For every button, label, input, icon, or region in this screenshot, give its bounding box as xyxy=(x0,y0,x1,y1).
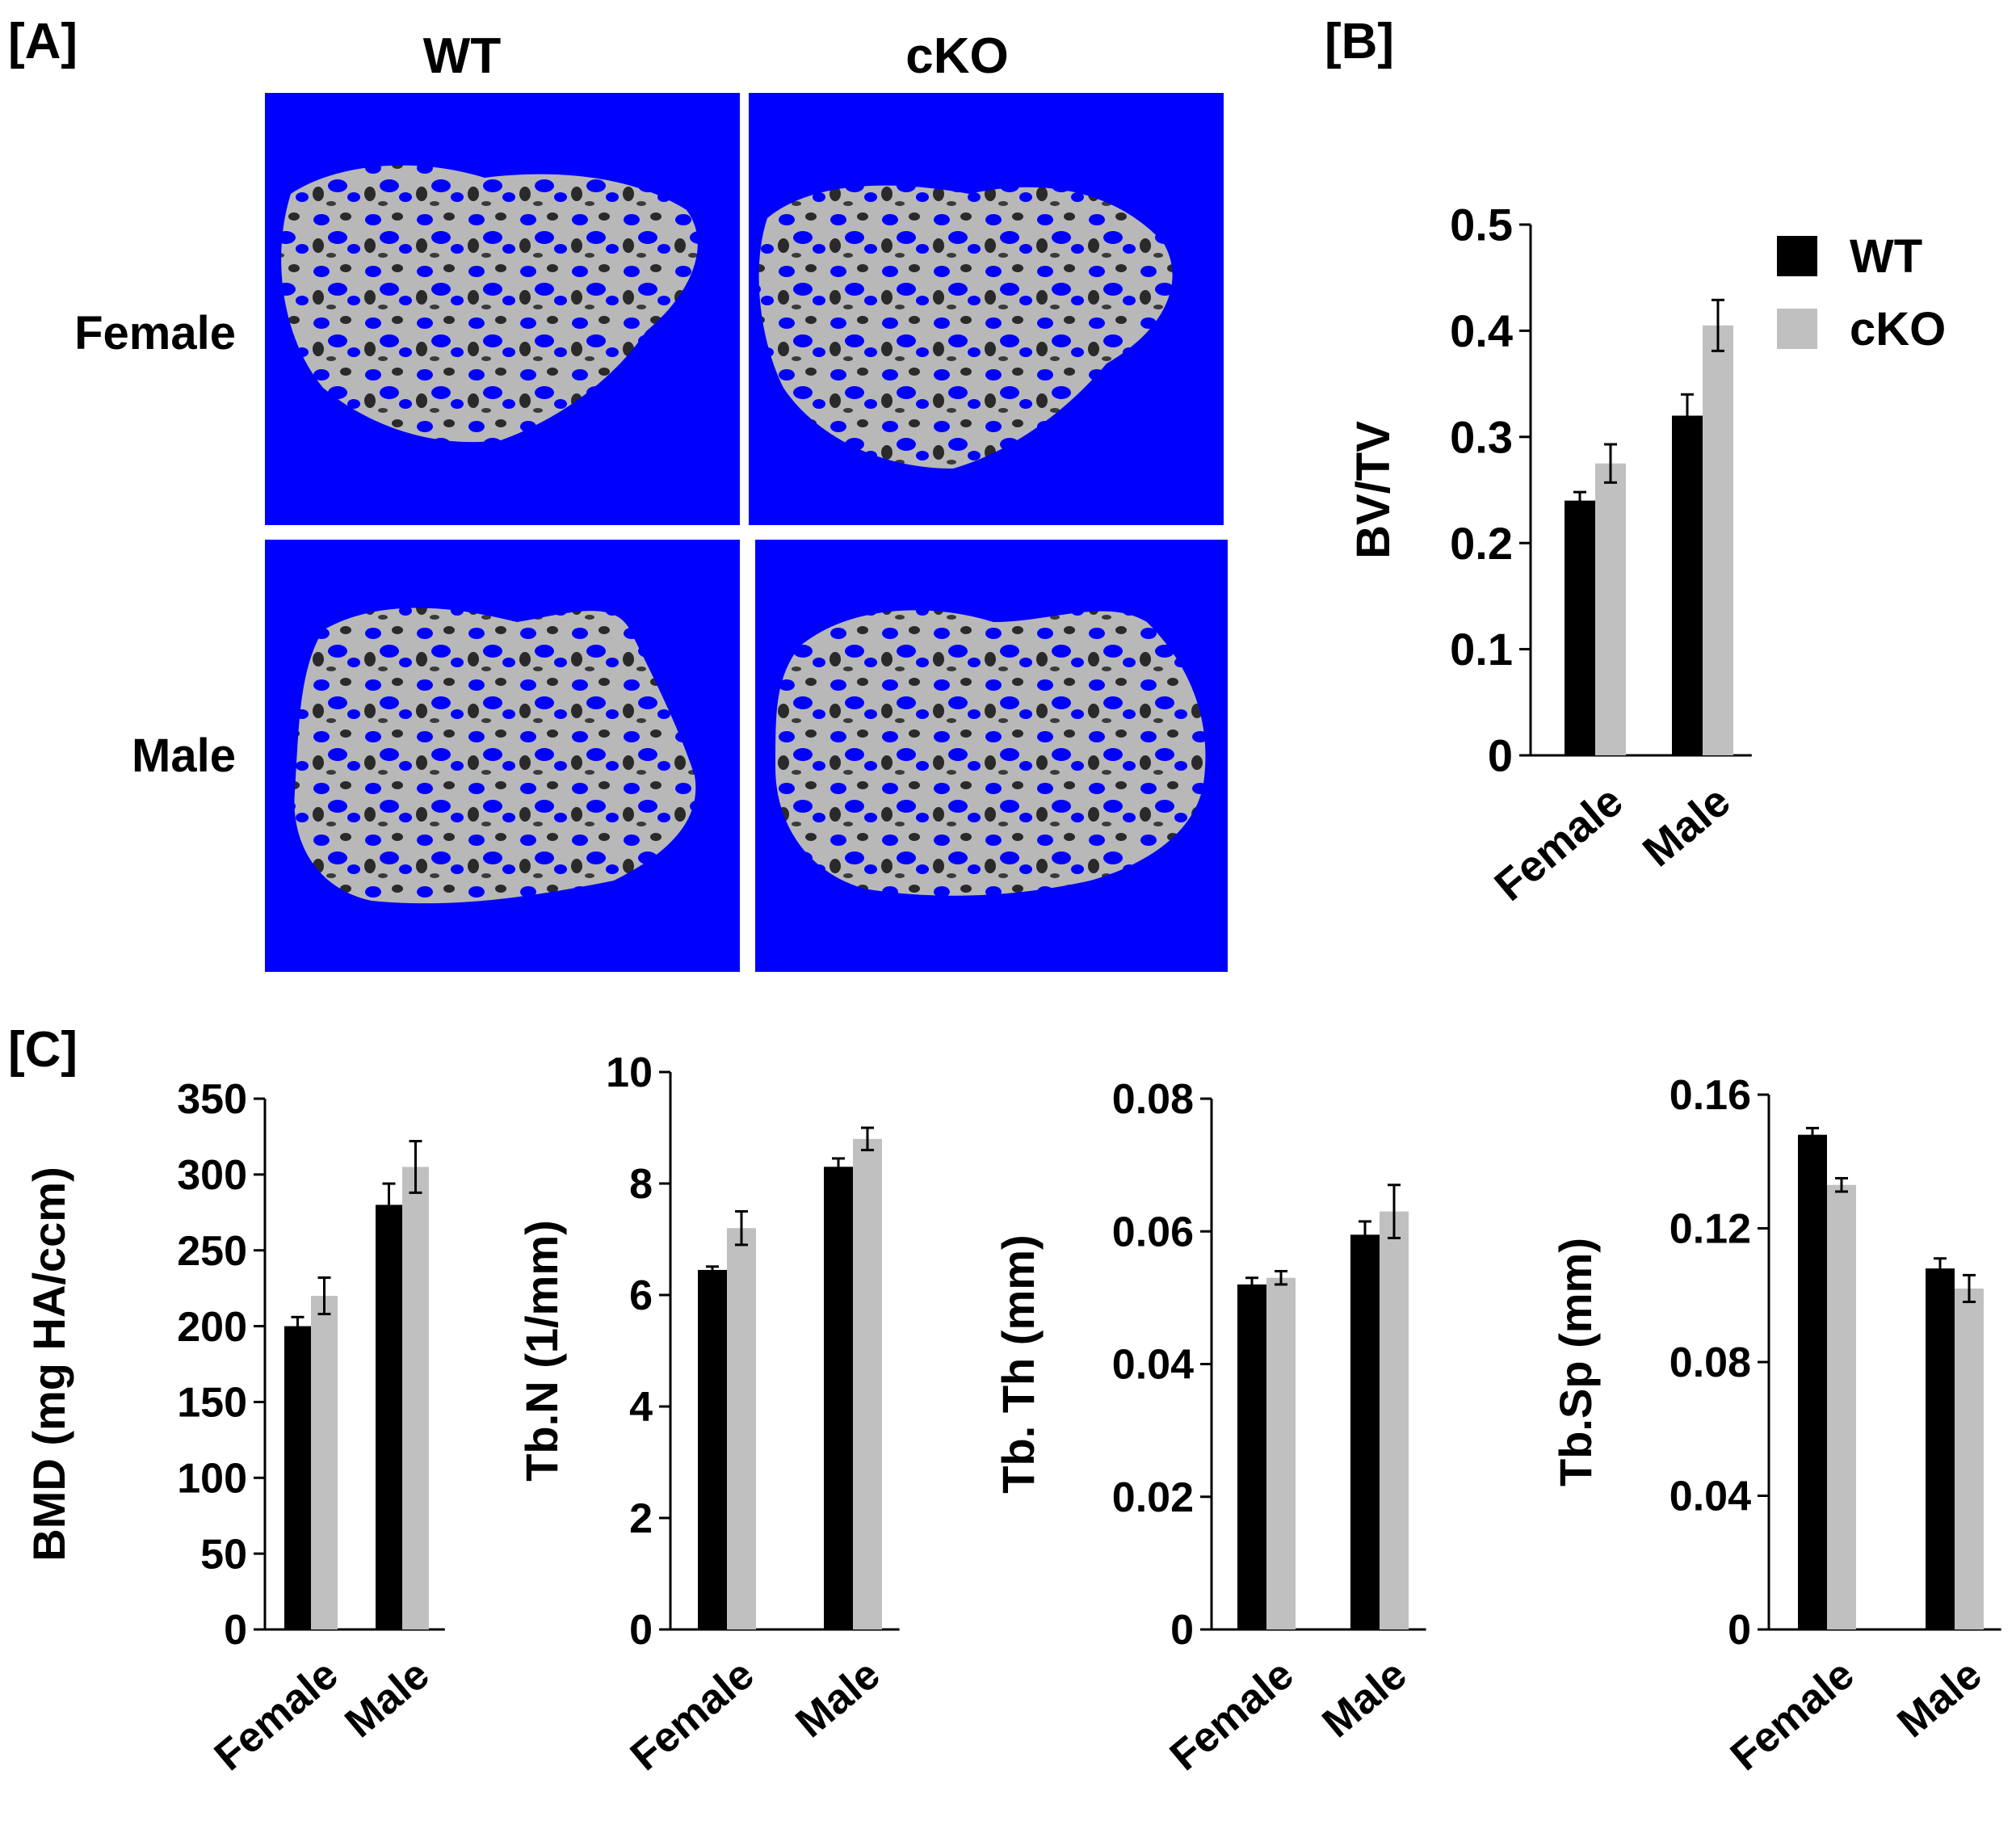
y-tick-label: 8 xyxy=(629,1161,653,1208)
bar-cko-male xyxy=(1703,325,1733,756)
bar-wt-female xyxy=(1564,500,1595,755)
legend: WT cKO xyxy=(1777,230,1946,355)
y-tick-label: 0.3 xyxy=(1450,411,1513,462)
microct-image-male-wt xyxy=(265,540,740,972)
bar-wt-male xyxy=(1672,415,1703,755)
x-category-label: Female xyxy=(622,1651,763,1781)
y-axis-label: BMD (mg HA/ccm) xyxy=(23,1167,74,1561)
y-tick-label: 0 xyxy=(1488,730,1513,781)
legend-label-cko: cKO xyxy=(1850,303,1946,355)
x-category-label: Male xyxy=(1634,776,1740,876)
chart-tbsp: 0 0.04 0.08 0.12 0.16 Tb.Sp (mm) Female Male xyxy=(1550,1072,2001,1780)
y-tick-label: 0.2 xyxy=(1450,518,1513,569)
bar-wt-male xyxy=(376,1205,402,1629)
x-category-label: Male xyxy=(1889,1651,1991,1747)
y-tick-label: 0.16 xyxy=(1670,1072,1751,1119)
chart-bmd: 0 50 100 150 200 250 300 350 BMD (mg HA/ccm) Fema… xyxy=(23,1076,445,1780)
panel-a-label: [A] xyxy=(8,14,78,69)
bar-cko-female xyxy=(1827,1184,1856,1629)
bar-wt-female xyxy=(284,1326,311,1629)
x-category-label: Male xyxy=(337,1651,439,1747)
y-tick-label: 0.04 xyxy=(1670,1474,1751,1520)
bar-cko-male xyxy=(853,1138,882,1629)
y-tick-label: 0 xyxy=(629,1607,653,1654)
bar-cko-male xyxy=(1380,1211,1409,1629)
chart-tbth: 0 0.02 0.04 0.06 0.08 Tb. Th (mm) Female Male xyxy=(993,1076,1426,1780)
y-tick-label: 300 xyxy=(177,1152,247,1199)
panel-c-label: [C] xyxy=(8,1022,78,1078)
panel-a: WT cKO Female Male xyxy=(74,28,1228,972)
chart-tbn: 0 2 4 6 8 10 Tb.N (1/mm) Female Male xyxy=(516,1049,900,1780)
y-tick-label: 100 xyxy=(177,1455,247,1502)
column-header-cko: cKO xyxy=(905,28,1008,84)
x-category-label: Male xyxy=(1314,1651,1416,1747)
y-axis-label: Tb.Sp (mm) xyxy=(1550,1238,1601,1486)
y-tick-label: 0 xyxy=(1170,1607,1194,1654)
bar-wt-female xyxy=(1798,1134,1827,1629)
x-category-label: Female xyxy=(1485,776,1632,910)
chart-bvtv: 0 0.1 0.2 0.3 0.4 0.5 BV/TV Female Male xyxy=(1347,200,1752,910)
y-tick-label: 0 xyxy=(224,1607,247,1654)
bar-wt-male xyxy=(824,1167,853,1629)
legend-swatch-wt xyxy=(1777,236,1817,276)
y-tick-label: 0.08 xyxy=(1112,1076,1194,1123)
bar-wt-male xyxy=(1350,1234,1380,1629)
y-tick-label: 150 xyxy=(177,1380,247,1427)
row-label-male: Male xyxy=(132,729,236,782)
y-axis-label: Tb. Th (mm) xyxy=(993,1234,1044,1493)
bar-wt-female xyxy=(698,1269,727,1629)
bar-cko-female xyxy=(1266,1277,1296,1629)
bar-cko-female xyxy=(727,1228,756,1629)
bar-cko-female xyxy=(311,1296,338,1629)
y-tick-label: 0.08 xyxy=(1670,1339,1751,1386)
y-tick-label: 0.5 xyxy=(1450,200,1513,250)
legend-swatch-cko xyxy=(1777,309,1817,349)
column-header-wt: WT xyxy=(423,28,502,84)
y-tick-label: 0.06 xyxy=(1112,1209,1194,1255)
x-category-label: Male xyxy=(788,1651,889,1747)
y-tick-label: 0.02 xyxy=(1112,1474,1194,1521)
y-tick-label: 50 xyxy=(200,1531,247,1578)
y-tick-label: 0 xyxy=(1728,1607,1751,1654)
microct-image-male-cko xyxy=(755,540,1228,972)
panel-b-label: [B] xyxy=(1325,14,1394,69)
x-category-label: Female xyxy=(206,1651,347,1781)
y-tick-label: 350 xyxy=(177,1076,247,1123)
y-axis-label: BV/TV xyxy=(1347,421,1400,559)
bar-wt-female xyxy=(1237,1284,1266,1629)
row-label-female: Female xyxy=(74,307,236,359)
y-tick-label: 250 xyxy=(177,1228,247,1275)
y-tick-label: 2 xyxy=(629,1495,653,1542)
y-tick-label: 0.12 xyxy=(1670,1206,1751,1253)
bar-wt-male xyxy=(1926,1268,1955,1629)
bar-cko-male xyxy=(1955,1288,1984,1629)
bar-cko-female xyxy=(1595,463,1626,755)
legend-label-wt: WT xyxy=(1850,230,1922,283)
y-axis-label: Tb.N (1/mm) xyxy=(516,1220,567,1482)
y-tick-label: 6 xyxy=(629,1272,653,1319)
microct-image-female-cko xyxy=(749,93,1224,525)
y-tick-label: 0.4 xyxy=(1450,305,1513,356)
x-category-label: Female xyxy=(1722,1651,1863,1781)
x-category-label: Female xyxy=(1161,1651,1303,1781)
microct-image-female-wt xyxy=(265,93,740,525)
y-tick-label: 0.04 xyxy=(1112,1342,1194,1389)
y-tick-label: 10 xyxy=(606,1049,653,1096)
y-tick-label: 200 xyxy=(177,1304,247,1351)
bar-cko-male xyxy=(402,1167,429,1629)
y-tick-label: 0.1 xyxy=(1450,624,1513,675)
y-tick-label: 4 xyxy=(629,1384,653,1431)
